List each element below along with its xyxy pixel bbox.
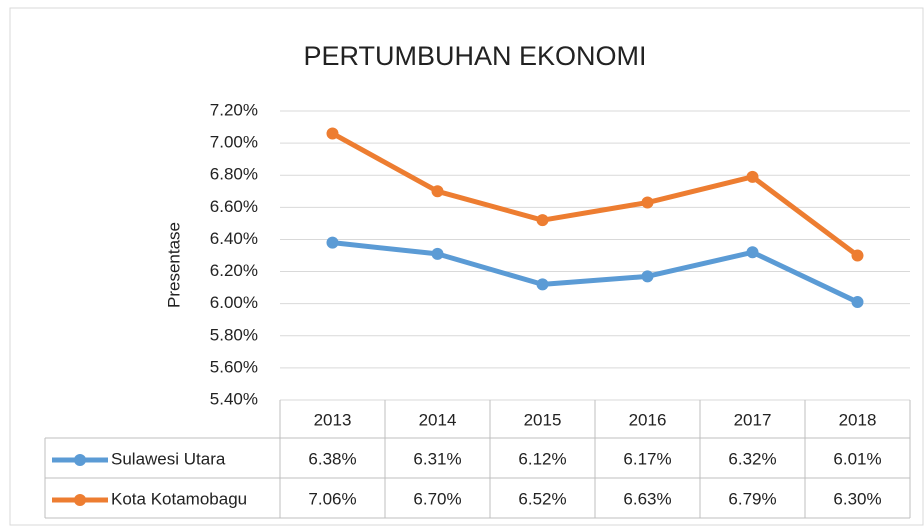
x-tick-label: 2017 (734, 410, 772, 429)
table-value: 6.70% (413, 489, 461, 508)
data-point (746, 170, 759, 183)
y-axis-label: Presentase (164, 222, 183, 308)
y-tick-label: 6.00% (210, 293, 258, 312)
data-point (326, 236, 339, 249)
x-tick-label: 2015 (524, 410, 562, 429)
x-tick-label: 2018 (839, 410, 877, 429)
y-tick-label: 5.60% (210, 357, 258, 376)
data-point (746, 246, 759, 259)
table-value: 6.30% (833, 489, 881, 508)
data-point (641, 196, 654, 209)
y-tick-label: 5.80% (210, 325, 258, 344)
series-line (332, 240, 859, 305)
data-point (851, 249, 864, 262)
data-point (326, 127, 339, 140)
data-point (431, 185, 444, 198)
table-value: 6.32% (728, 449, 776, 468)
data-point (536, 214, 549, 227)
data-point (431, 247, 444, 260)
y-tick-label: 6.60% (210, 197, 258, 216)
legend-marker (74, 494, 86, 506)
legend-label: Kota Kotamobagu (111, 489, 247, 508)
chart-title: PERTUMBUHAN EKONOMI (303, 41, 646, 71)
chart-border (9, 7, 924, 526)
table-value: 6.17% (623, 449, 671, 468)
x-tick-label: 2013 (314, 410, 352, 429)
table-value: 6.01% (833, 449, 881, 468)
data-point (536, 278, 549, 291)
table-value: 6.31% (413, 449, 461, 468)
table-value: 6.63% (623, 489, 671, 508)
table-value: 7.06% (308, 489, 356, 508)
y-tick-label: 6.40% (210, 229, 258, 248)
data-point (641, 270, 654, 283)
y-tick-label: 6.20% (210, 261, 258, 280)
table-value: 6.79% (728, 489, 776, 508)
table-value: 6.38% (308, 449, 356, 468)
series-line (331, 131, 859, 258)
y-tick-label: 7.00% (210, 133, 258, 152)
x-tick-label: 2016 (629, 410, 667, 429)
y-tick-label: 5.40% (210, 389, 258, 408)
data-point (851, 296, 864, 309)
legend-label: Sulawesi Utara (111, 449, 226, 468)
y-tick-label: 6.80% (210, 165, 258, 184)
y-tick-label: 7.20% (210, 100, 258, 119)
legend-marker (74, 454, 86, 466)
table-value: 6.12% (518, 449, 566, 468)
x-tick-label: 2014 (419, 410, 457, 429)
table-value: 6.52% (518, 489, 566, 508)
